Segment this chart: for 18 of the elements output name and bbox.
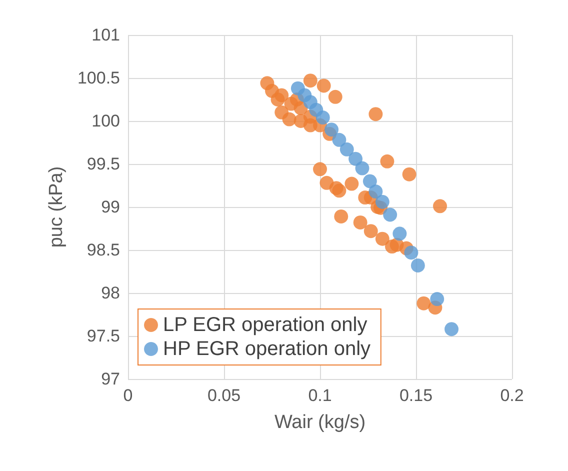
x-tick-label: 0.1: [308, 386, 332, 405]
y-tick-label: 97.5: [86, 326, 120, 346]
legend-label: HP EGR operation only: [163, 338, 371, 360]
x-axis-title: Wair (kg/s): [274, 412, 366, 433]
x-tick-label: 0.15: [399, 386, 433, 405]
legend-label: LP EGR operation only: [163, 314, 368, 336]
y-tick-label: 97: [101, 370, 120, 388]
y-tick-label: 101: [92, 26, 120, 44]
y-axis-title: puc (kPa): [46, 166, 67, 248]
y-tick-label: 99: [101, 198, 120, 216]
y-tick-label: 100: [92, 112, 120, 130]
y-tick-label: 98.5: [86, 240, 120, 260]
y-tick-label: 99.5: [86, 154, 120, 174]
x-tick-label: 0.05: [207, 386, 241, 405]
y-tick-label: 98: [101, 284, 120, 302]
y-tick-label: 100.5: [77, 68, 120, 88]
x-tick-label: 0: [123, 386, 133, 405]
x-tick-label: 0.2: [500, 386, 524, 405]
